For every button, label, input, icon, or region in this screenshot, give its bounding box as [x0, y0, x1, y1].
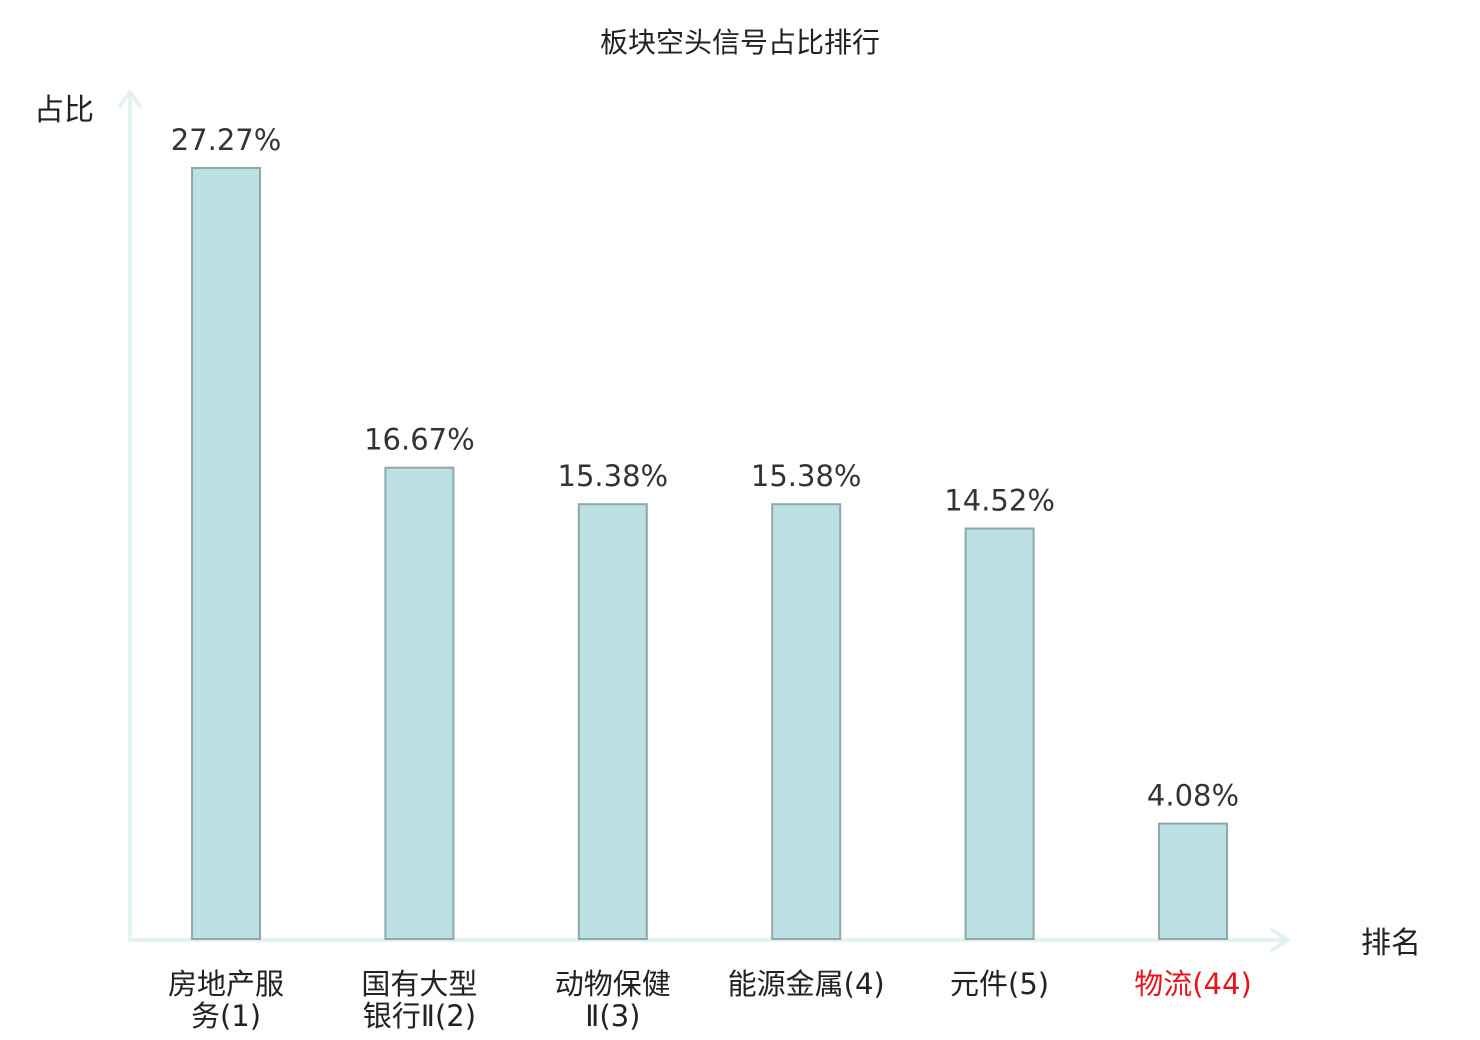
- bar-value-label: 15.38%: [558, 459, 669, 493]
- bar: [771, 503, 842, 940]
- y-axis-label: 占比: [34, 93, 94, 128]
- x-tick-label: 国有大型: [361, 967, 477, 1001]
- x-tick-label: 物流(44): [1134, 967, 1252, 1001]
- x-axis-label: 排名: [1361, 926, 1421, 961]
- x-tick-label: 能源金属(4): [728, 967, 885, 1001]
- bar-value-label: 27.27%: [171, 123, 282, 157]
- bar-value-label: 4.08%: [1147, 779, 1239, 813]
- bar: [1158, 822, 1228, 940]
- x-tick-label: 动物保健: [555, 967, 671, 1001]
- bar: [384, 466, 455, 940]
- x-tick-label: 房地产服: [168, 967, 284, 1001]
- y-axis-arrow-icon: [118, 90, 142, 108]
- bar: [577, 503, 648, 940]
- bar-value-label: 16.67%: [364, 423, 475, 457]
- bar: [964, 527, 1035, 940]
- x-tick-label: Ⅱ(3): [585, 999, 640, 1033]
- bar-value-label: 14.52%: [944, 484, 1055, 518]
- bar: [191, 167, 261, 940]
- chart-title: 板块空头信号占比排行: [600, 26, 880, 59]
- x-tick-label: 银行Ⅱ(2): [363, 999, 476, 1033]
- x-tick-label: 务(1): [191, 999, 261, 1033]
- bar-value-label: 15.38%: [751, 459, 862, 493]
- x-axis-arrow-icon: [1270, 928, 1290, 952]
- x-tick-label: 元件(5): [950, 967, 1049, 1001]
